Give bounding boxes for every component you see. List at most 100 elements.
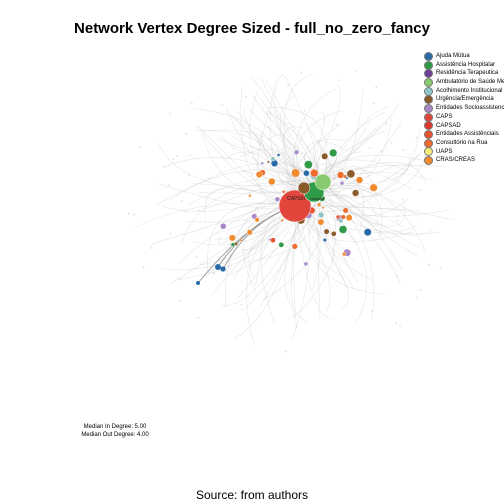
network-node	[142, 266, 145, 269]
network-edge	[239, 149, 315, 193]
network-node	[317, 218, 325, 226]
network-edge	[322, 181, 401, 285]
network-node	[280, 218, 284, 222]
network-edge	[156, 169, 315, 206]
network-node	[176, 155, 178, 157]
network-node	[395, 275, 398, 278]
network-edge	[249, 90, 296, 207]
network-node	[401, 198, 404, 201]
network-node	[385, 123, 388, 125]
network-edge	[294, 205, 334, 320]
network-node	[415, 136, 418, 139]
network-node	[234, 241, 239, 246]
network-node	[428, 263, 430, 266]
network-edge	[304, 139, 346, 193]
legend-item: Ajuda Mútua	[424, 52, 504, 61]
network-node	[363, 228, 372, 237]
legend-swatch-icon	[424, 103, 433, 113]
network-node	[321, 206, 325, 210]
network-node	[240, 304, 243, 306]
network-node	[303, 261, 309, 267]
network-node	[169, 112, 171, 115]
network-node	[150, 247, 153, 249]
network-node	[345, 176, 349, 180]
legend-item: CAPS	[424, 112, 504, 122]
network-edge	[294, 205, 456, 221]
network-node	[133, 213, 135, 216]
network-node	[185, 211, 187, 213]
network-node	[270, 237, 276, 243]
network-node	[372, 102, 375, 105]
network-edge	[195, 129, 296, 207]
legend-item: Urgência/Emergência	[424, 95, 504, 105]
network-node	[346, 169, 356, 179]
legend-label: Entidades Socioassistenciais	[436, 105, 504, 112]
network-edge	[246, 205, 296, 346]
network-edge	[247, 191, 316, 262]
network-node	[163, 166, 166, 168]
network-node	[266, 125, 269, 128]
median-out-degree: Median Out Degree: 4.00	[81, 431, 149, 438]
network-node	[399, 325, 401, 327]
network-edge	[202, 134, 305, 194]
node-layer	[128, 69, 442, 353]
legend-label: Consultório na Rua	[436, 139, 488, 146]
network-node	[191, 102, 193, 105]
network-hub-node	[314, 173, 332, 191]
network-edge	[207, 203, 296, 275]
legend-swatch-icon	[424, 138, 433, 148]
network-node	[352, 189, 360, 197]
network-node	[179, 300, 181, 302]
network-node	[220, 266, 226, 272]
legend-swatch-icon	[424, 95, 433, 105]
hub-label-caps: CAPSIII	[287, 196, 305, 202]
network-edge	[251, 76, 305, 189]
network-node	[185, 132, 188, 135]
network-edge	[218, 134, 324, 183]
network-node	[195, 256, 198, 259]
network-edge	[296, 110, 342, 189]
network-edge	[313, 191, 421, 248]
network-edge	[313, 191, 368, 327]
network-node	[276, 153, 281, 157]
network-node	[335, 214, 340, 219]
network-edge	[292, 88, 337, 207]
network-node	[228, 234, 236, 242]
network-node	[390, 141, 392, 144]
network-edge	[283, 74, 314, 207]
network-edge	[202, 129, 296, 207]
network-node	[246, 229, 253, 236]
network-node	[395, 322, 398, 325]
network-node	[209, 177, 211, 180]
network-edge	[294, 205, 421, 212]
network-edge	[211, 205, 296, 297]
legend-item: CRAS/CREAS	[424, 156, 504, 165]
network-edge	[285, 122, 324, 183]
network-node	[139, 146, 141, 149]
network-node	[318, 211, 325, 219]
legend-label: Entidades Assistênciais	[436, 131, 499, 138]
network-node	[338, 218, 344, 224]
network-node	[304, 160, 313, 169]
network-edge	[322, 181, 375, 320]
network-node	[294, 149, 300, 155]
network-node	[395, 219, 398, 222]
degree-stats: Median In Degree: 5.00 Median Out Degree…	[60, 424, 170, 439]
legend-item: Residência Terapeutica	[424, 69, 504, 79]
network-hub-node	[278, 189, 312, 223]
legend-swatch-icon	[424, 121, 433, 131]
network-node	[212, 271, 215, 274]
legend-label: Residência Terapeutica	[436, 70, 499, 77]
network-node	[300, 71, 303, 74]
network-node	[197, 317, 200, 319]
network-node	[239, 238, 243, 242]
legend-item: Acolhimento Institucional	[424, 86, 504, 96]
network-edge	[322, 106, 389, 183]
network-edge	[303, 111, 325, 189]
network-node	[322, 237, 327, 242]
network-edge	[303, 177, 420, 217]
network-edge	[313, 187, 426, 252]
chart-title: Network Vertex Degree Sized - full_no_ze…	[74, 20, 430, 37]
network-edge	[258, 136, 305, 189]
network-edge	[230, 135, 324, 183]
